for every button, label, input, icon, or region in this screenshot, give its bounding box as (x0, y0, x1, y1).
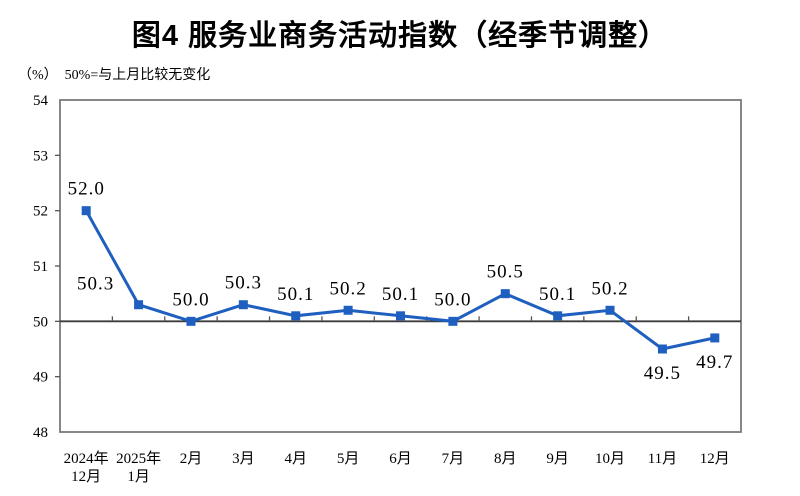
data-point-label: 50.5 (487, 262, 524, 283)
data-point-marker (448, 316, 458, 326)
data-point-marker (500, 289, 510, 299)
data-point-marker (134, 300, 144, 310)
y-axis-label: 48 (33, 425, 48, 441)
y-axis-label: 50 (33, 314, 48, 330)
x-axis-label: 10月 (595, 451, 625, 467)
data-point-marker (291, 311, 301, 321)
x-axis-label: 3月 (232, 451, 255, 467)
data-point-label: 49.7 (696, 352, 733, 373)
x-axis-label: 1月 (127, 469, 150, 485)
x-axis-label: 2月 (180, 451, 203, 467)
data-point-marker (710, 333, 720, 343)
data-point-label: 50.1 (382, 284, 419, 305)
data-point-marker (553, 311, 563, 321)
x-axis-label: 9月 (546, 451, 569, 467)
data-point-label: 50.0 (434, 289, 471, 310)
x-axis-label: 11月 (648, 451, 677, 467)
data-point-label: 49.5 (644, 363, 681, 384)
data-point-marker (657, 344, 667, 354)
x-axis-label: 12月 (71, 469, 101, 485)
chart-subtitle: （%） 50%=与上月比较无变化 (18, 64, 210, 84)
x-axis-label: 5月 (337, 451, 360, 467)
data-point-marker (396, 311, 405, 321)
y-axis-label: 54 (33, 93, 49, 109)
x-axis-label: 7月 (442, 451, 465, 467)
data-point-marker (343, 305, 353, 315)
x-axis-label: 12月 (700, 451, 730, 467)
data-point-label: 50.2 (591, 278, 628, 299)
data-point-marker (186, 316, 196, 326)
x-axis-label: 8月 (494, 451, 517, 467)
unit-label: （%） (18, 68, 58, 83)
data-point-label: 50.1 (539, 284, 576, 305)
subtitle-text: 50%=与上月比较无变化 (64, 68, 211, 83)
x-axis-label: 2025年 (116, 450, 161, 467)
y-axis-label: 52 (33, 204, 48, 220)
x-axis-label: 4月 (284, 451, 307, 467)
data-point-label: 50.1 (277, 284, 314, 305)
y-axis-label: 51 (33, 259, 48, 275)
data-point-label: 50.3 (225, 273, 262, 294)
data-point-label: 52.0 (68, 179, 105, 200)
chart-title: 图4 服务业商务活动指数（经季节调整） (131, 20, 669, 52)
data-point-marker (81, 206, 91, 216)
data-point-label: 50.3 (77, 274, 114, 295)
y-axis-label: 53 (33, 148, 48, 164)
data-point-marker (605, 305, 615, 315)
plot-border (59, 99, 742, 433)
data-point-marker (238, 300, 248, 310)
x-axis-label: 6月 (389, 451, 412, 467)
x-axis-label: 2024年 (64, 450, 109, 467)
y-axis-label: 49 (33, 370, 48, 386)
data-point-label: 50.0 (172, 289, 209, 310)
data-point-label: 50.2 (329, 278, 366, 299)
